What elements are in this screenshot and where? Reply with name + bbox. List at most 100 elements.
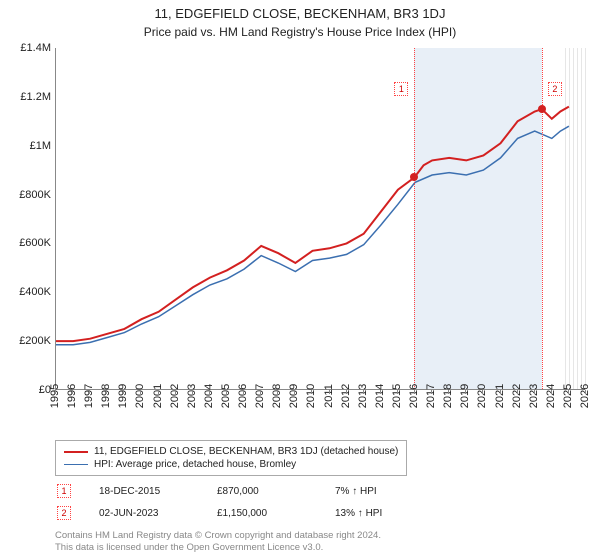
x-tick-mark (568, 390, 569, 394)
x-tick-label: 2012 (340, 384, 352, 408)
series-a-line (56, 107, 569, 342)
x-tick-label: 2003 (186, 384, 198, 408)
x-tick-label: 1998 (100, 384, 112, 408)
x-tick-mark (192, 390, 193, 394)
legend-label-a: 11, EDGEFIELD CLOSE, BECKENHAM, BR3 1DJ … (94, 446, 398, 457)
x-tick-label: 2005 (220, 384, 232, 408)
y-tick-label: £400K (19, 286, 51, 298)
x-tick-label: 1997 (83, 384, 95, 408)
x-tick-label: 2013 (357, 384, 369, 408)
x-tick-mark (123, 390, 124, 394)
legend-box: 11, EDGEFIELD CLOSE, BECKENHAM, BR3 1DJ … (55, 440, 407, 476)
x-tick-mark (72, 390, 73, 394)
x-tick-mark (294, 390, 295, 394)
marker-badge: 2 (548, 82, 562, 96)
series-b-line (56, 126, 569, 345)
x-tick-mark (500, 390, 501, 394)
x-tick-label: 1995 (49, 384, 61, 408)
x-tick-mark (482, 390, 483, 394)
sale-price: £1,150,000 (217, 508, 307, 519)
x-tick-label: 2011 (323, 384, 335, 408)
x-tick-label: 2007 (254, 384, 266, 408)
sale-row: 1 18-DEC-2015 £870,000 7% ↑ HPI (55, 484, 585, 498)
y-tick-label: £1.4M (20, 42, 51, 54)
attribution-line1: Contains HM Land Registry data © Crown c… (55, 530, 585, 542)
x-tick-mark (55, 390, 56, 394)
x-tick-label: 2002 (169, 384, 181, 408)
x-tick-mark (585, 390, 586, 394)
x-tick-label: 2022 (511, 384, 523, 408)
x-tick-mark (277, 390, 278, 394)
x-tick-mark (311, 390, 312, 394)
x-tick-mark (431, 390, 432, 394)
x-tick-mark (551, 390, 552, 394)
x-tick-label: 2023 (528, 384, 540, 408)
sale-dot (538, 105, 546, 113)
x-tick-mark (226, 390, 227, 394)
x-tick-mark (517, 390, 518, 394)
x-tick-label: 2015 (391, 384, 403, 408)
x-tick-mark (158, 390, 159, 394)
x-tick-mark (397, 390, 398, 394)
x-tick-label: 2008 (271, 384, 283, 408)
legend-row-a: 11, EDGEFIELD CLOSE, BECKENHAM, BR3 1DJ … (64, 445, 398, 458)
x-tick-mark (448, 390, 449, 394)
x-tick-label: 2004 (203, 384, 215, 408)
attribution-text: Contains HM Land Registry data © Crown c… (55, 530, 585, 555)
x-tick-label: 1996 (66, 384, 78, 408)
x-tick-label: 2026 (579, 384, 591, 408)
legend-label-b: HPI: Average price, detached house, Brom… (94, 459, 296, 470)
y-tick-label: £200K (19, 335, 51, 347)
x-tick-mark (260, 390, 261, 394)
y-tick-label: £1.2M (20, 91, 51, 103)
x-tick-mark (209, 390, 210, 394)
x-tick-label: 2021 (494, 384, 506, 408)
x-tick-mark (175, 390, 176, 394)
y-tick-label: £800K (19, 189, 51, 201)
x-tick-mark (329, 390, 330, 394)
chart-plot-area: 12 (55, 48, 585, 390)
x-tick-label: 2014 (374, 384, 386, 408)
x-tick-label: 2024 (545, 384, 557, 408)
x-tick-label: 2017 (425, 384, 437, 408)
sale-date: 18-DEC-2015 (99, 486, 189, 497)
x-tick-mark (363, 390, 364, 394)
legend-swatch-a (64, 451, 88, 453)
sale-dot (410, 173, 418, 181)
y-tick-label: £600K (19, 237, 51, 249)
marker-line (414, 48, 415, 389)
x-tick-mark (243, 390, 244, 394)
marker-line (542, 48, 543, 389)
x-tick-mark (106, 390, 107, 394)
sale-date: 02-JUN-2023 (99, 508, 189, 519)
x-tick-mark (534, 390, 535, 394)
y-tick-label: £1M (30, 140, 51, 152)
x-tick-label: 2025 (562, 384, 574, 408)
legend-row-b: HPI: Average price, detached house, Brom… (64, 458, 398, 471)
legend-area: 11, EDGEFIELD CLOSE, BECKENHAM, BR3 1DJ … (55, 440, 585, 555)
sale-delta: 13% ↑ HPI (335, 508, 382, 519)
x-tick-label: 2010 (305, 384, 317, 408)
x-tick-label: 2018 (442, 384, 454, 408)
x-tick-mark (414, 390, 415, 394)
attribution-line2: This data is licensed under the Open Gov… (55, 542, 585, 554)
sale-marker-badge: 2 (57, 506, 71, 520)
x-tick-label: 2019 (459, 384, 471, 408)
sale-delta: 7% ↑ HPI (335, 486, 377, 497)
chart-title: 11, EDGEFIELD CLOSE, BECKENHAM, BR3 1DJ (0, 0, 600, 21)
x-tick-mark (346, 390, 347, 394)
x-tick-label: 2009 (288, 384, 300, 408)
sale-price: £870,000 (217, 486, 307, 497)
x-tick-mark (380, 390, 381, 394)
x-tick-label: 1999 (117, 384, 129, 408)
chart-subtitle: Price paid vs. HM Land Registry's House … (0, 21, 600, 39)
sale-marker-badge: 1 (57, 484, 71, 498)
x-tick-label: 2020 (476, 384, 488, 408)
sale-row: 2 02-JUN-2023 £1,150,000 13% ↑ HPI (55, 506, 585, 520)
x-tick-label: 2000 (134, 384, 146, 408)
chart-lines-svg (56, 48, 585, 389)
x-tick-label: 2016 (408, 384, 420, 408)
x-tick-mark (89, 390, 90, 394)
marker-badge: 1 (394, 82, 408, 96)
x-tick-label: 2006 (237, 384, 249, 408)
